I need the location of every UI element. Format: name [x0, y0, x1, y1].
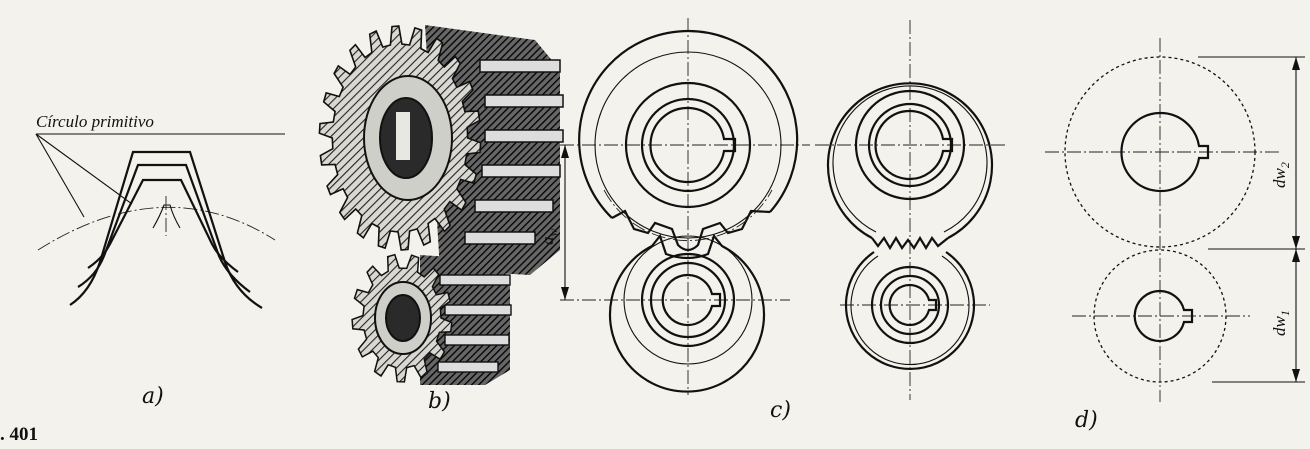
svg-text:dw2: dw2 — [1270, 162, 1292, 188]
center-distance-label: a — [538, 237, 557, 246]
tooth-profile-outer — [69, 150, 263, 309]
dim-dw2-label: dw — [1270, 168, 1289, 189]
center-distance-sub: w — [546, 228, 560, 236]
large-gear-keyway — [396, 112, 410, 160]
arrow-dw2-top — [1292, 57, 1300, 70]
small-gear-tooth-ridges — [437, 274, 512, 373]
arrow-dw1-top — [1292, 249, 1300, 262]
leader-line-right — [35, 133, 133, 205]
pitch-circle-1 — [1093, 249, 1227, 383]
large-gear-tooth-ridges — [464, 59, 564, 245]
pitch-circle-arc — [37, 206, 276, 251]
dim-dw1-sub: 1 — [1278, 310, 1292, 316]
panel-a-label: a) — [142, 384, 164, 409]
tooth-profile-inner — [87, 178, 239, 273]
arrow-dw1-bottom — [1292, 369, 1300, 382]
upper-gear-c — [578, 29, 799, 252]
figure-number: . 401 — [0, 424, 38, 445]
panel-c-label: c) — [770, 398, 791, 423]
pitch-circle-2 — [1064, 56, 1256, 248]
panel-c: aw c) — [538, 18, 810, 423]
panel-a: Círculo primitivo a) — [35, 112, 285, 409]
center-distance-dimension: aw — [538, 145, 569, 300]
tooth-profile-middle — [77, 163, 251, 293]
dim-dw2-sub: 2 — [1278, 162, 1292, 168]
small-gear-bore — [385, 294, 421, 342]
mesh-upper-gear — [826, 82, 994, 251]
gear-2-bore — [1120, 111, 1210, 193]
svg-text:dw1: dw1 — [1270, 310, 1292, 336]
leader-line-left — [35, 133, 85, 218]
panel-d: dw2 dw1 d) — [1045, 38, 1305, 433]
arrow-dw2-bottom — [1292, 236, 1300, 249]
tooth-center-mark — [152, 204, 181, 229]
gear-1-bore — [1133, 289, 1194, 343]
lower-gear-c — [608, 233, 766, 393]
panel-b: b) — [318, 25, 564, 414]
panel-e-meshing — [815, 20, 1005, 400]
pitch-circle-caption: Círculo primitivo — [36, 112, 154, 131]
panel-d-label: d) — [1075, 408, 1098, 433]
dim-dw1-label: dw — [1270, 316, 1289, 337]
panel-b-label: b) — [428, 389, 451, 414]
mesh-lower-gear — [844, 251, 976, 370]
svg-text:aw: aw — [538, 228, 560, 245]
